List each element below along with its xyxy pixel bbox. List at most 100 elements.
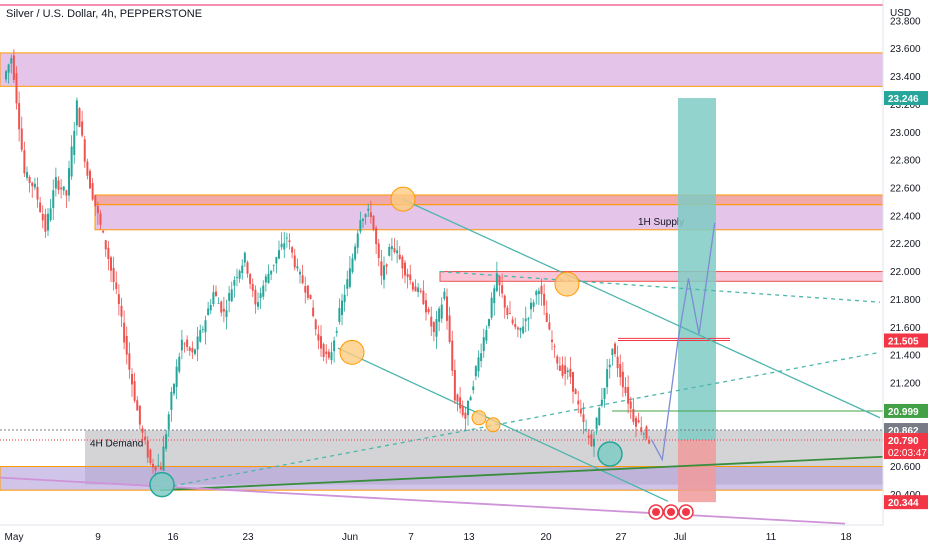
candle xyxy=(91,178,94,201)
candle-body xyxy=(78,108,81,128)
price-tick-label: 23.000 xyxy=(890,128,921,139)
candle xyxy=(438,306,441,332)
candle xyxy=(341,293,343,326)
time-axis[interactable]: May 9 16 23 Jun 7 13 20 27 Jul 11 18 xyxy=(5,532,852,543)
candle-body xyxy=(149,449,152,463)
candle-body xyxy=(36,186,39,200)
candle xyxy=(535,289,538,305)
candle-body xyxy=(162,446,165,471)
candle xyxy=(170,387,173,422)
candle-body xyxy=(369,212,372,218)
candle-body xyxy=(540,285,543,295)
price-tick-label: 22.400 xyxy=(890,211,921,222)
candle xyxy=(222,296,225,323)
candle xyxy=(309,294,312,300)
price-axis[interactable]: 23.800 23.600 23.400 23.200 23.000 22.800 22.6… xyxy=(884,16,928,510)
candle-body xyxy=(495,273,498,291)
price-tag-bg xyxy=(884,333,928,348)
target-zone[interactable] xyxy=(678,98,716,441)
candle-body xyxy=(472,386,475,391)
candle-body xyxy=(425,300,427,313)
price-tick-label: 22.000 xyxy=(890,267,921,278)
price-tick-label: 21.800 xyxy=(890,295,921,306)
candle-body xyxy=(440,304,443,319)
price-tag-bg xyxy=(884,433,928,460)
candle-body xyxy=(569,368,572,377)
candle xyxy=(503,294,506,319)
candle xyxy=(89,168,91,189)
price-tag-text: 20.790 xyxy=(888,436,919,447)
candle-body xyxy=(459,397,462,409)
candle-body xyxy=(548,322,551,330)
candle xyxy=(393,238,396,254)
candle-body xyxy=(330,352,333,361)
candle-body xyxy=(49,208,52,221)
candle-body xyxy=(165,434,168,449)
event-flag-icon[interactable] xyxy=(678,504,694,520)
candle xyxy=(346,270,349,297)
candle xyxy=(406,268,409,289)
candle-body xyxy=(7,64,10,73)
candle-body xyxy=(390,246,393,250)
candle xyxy=(62,186,65,196)
candle xyxy=(632,397,635,425)
event-flag-icon[interactable] xyxy=(648,504,664,520)
stop-zone[interactable] xyxy=(678,440,716,503)
candle xyxy=(120,297,123,327)
candle-body xyxy=(254,289,257,305)
candle xyxy=(12,49,15,83)
candle xyxy=(446,288,448,330)
price-tick-label: 23.800 xyxy=(890,16,921,27)
candle xyxy=(498,275,501,297)
candle-body xyxy=(57,180,60,190)
candle xyxy=(409,264,412,285)
candle xyxy=(600,387,603,408)
candle xyxy=(354,243,357,262)
event-flag-icon[interactable] xyxy=(663,504,679,520)
candle-body xyxy=(553,346,556,348)
candle xyxy=(359,211,362,234)
candle xyxy=(577,391,580,414)
candle xyxy=(377,238,380,267)
candle-body xyxy=(285,237,288,239)
candle xyxy=(262,280,265,300)
time-tick-label: 23 xyxy=(242,532,254,543)
candle-body xyxy=(136,400,139,411)
candle-body xyxy=(611,348,614,355)
candle-body xyxy=(375,227,378,245)
time-tick-label: 18 xyxy=(840,532,852,543)
candle xyxy=(527,316,530,331)
candle-body xyxy=(595,417,598,429)
candle-body xyxy=(614,343,616,355)
candle xyxy=(532,299,535,313)
candle-body xyxy=(532,302,535,307)
candle-body xyxy=(94,195,97,207)
candle-body xyxy=(238,270,241,279)
candle-body xyxy=(417,287,420,292)
candle xyxy=(425,293,427,321)
candle-body xyxy=(246,262,249,274)
zones-layer: 1H Supply 4H Demand xyxy=(0,4,884,491)
candle xyxy=(299,268,301,284)
candle xyxy=(338,298,341,325)
candle-body xyxy=(359,220,362,232)
candle xyxy=(225,299,228,330)
candle xyxy=(590,429,593,448)
candle-body xyxy=(41,213,44,221)
candle-body xyxy=(606,369,609,388)
candle xyxy=(561,356,564,379)
candle xyxy=(178,352,181,374)
candle-body xyxy=(199,330,202,342)
candle-body xyxy=(212,292,215,305)
trade-layer xyxy=(678,98,716,503)
candle-body xyxy=(343,294,346,303)
candle xyxy=(501,273,504,298)
dashed-resistance-line xyxy=(439,270,881,303)
candle-body xyxy=(154,466,157,471)
candle xyxy=(136,396,139,411)
candle xyxy=(343,284,346,312)
candle-body xyxy=(406,274,409,278)
time-tick-label: Jun xyxy=(342,532,358,543)
